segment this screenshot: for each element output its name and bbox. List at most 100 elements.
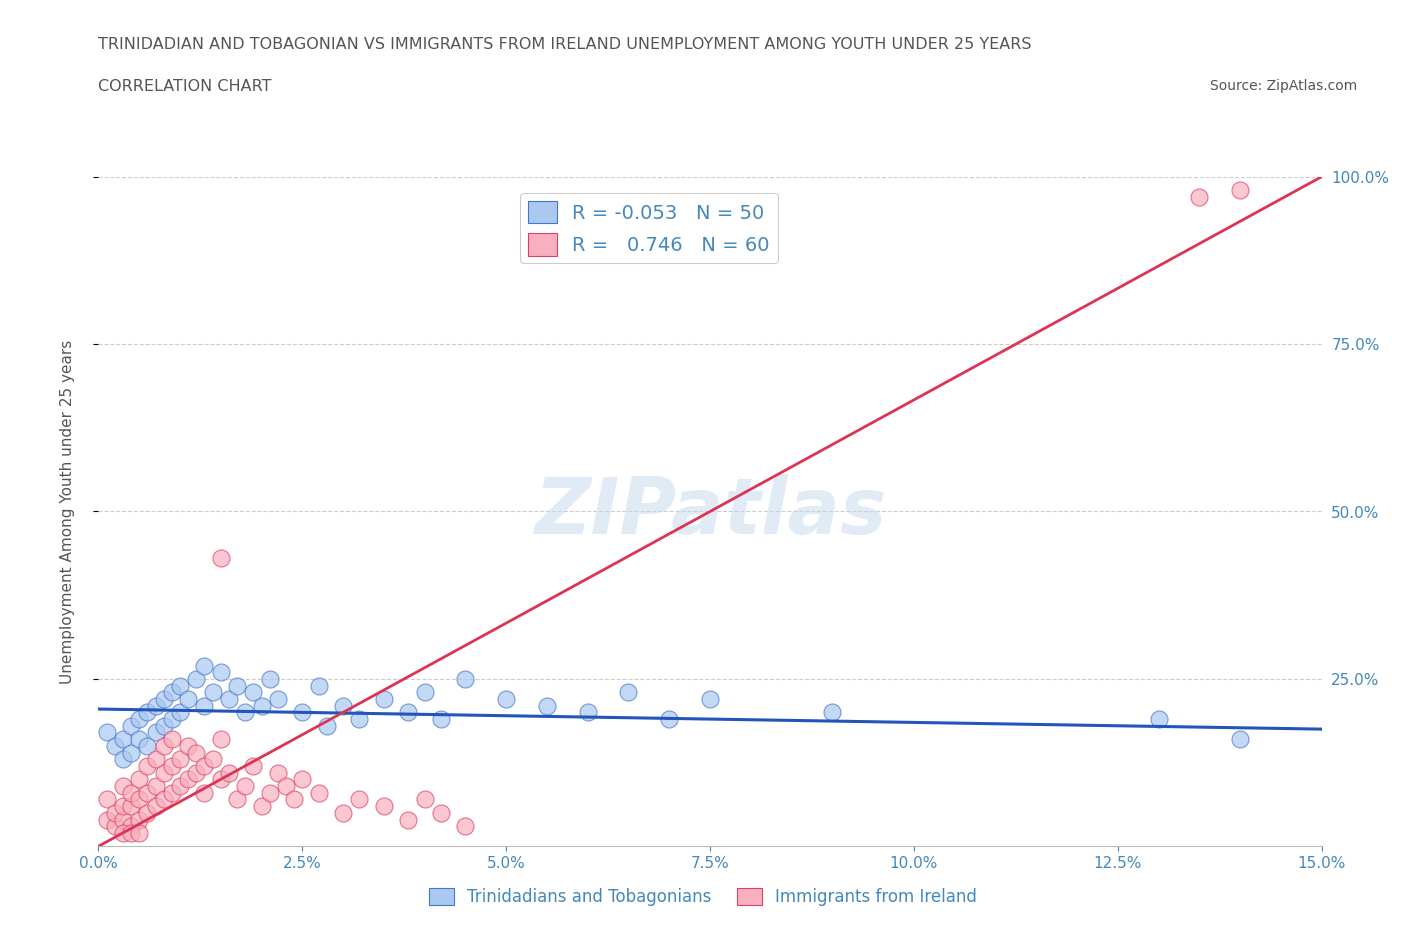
Point	[233, 778, 256, 793]
Point	[128, 826, 150, 841]
Point	[209, 551, 232, 565]
Point	[96, 725, 118, 740]
Point	[136, 805, 159, 820]
Point	[96, 812, 118, 827]
Point	[128, 711, 150, 726]
Point	[250, 799, 273, 814]
Point	[152, 792, 174, 807]
Point	[1229, 182, 1251, 197]
Point	[308, 785, 330, 800]
Point	[120, 826, 142, 841]
Point	[259, 671, 281, 686]
Point	[152, 718, 174, 733]
Text: ZIPatlas: ZIPatlas	[534, 473, 886, 550]
Point	[128, 812, 150, 827]
Point	[373, 692, 395, 707]
Point	[136, 759, 159, 774]
Point	[242, 759, 264, 774]
Point	[169, 705, 191, 720]
Point	[413, 684, 436, 699]
Point	[283, 792, 305, 807]
Point	[186, 671, 208, 686]
Point	[821, 705, 844, 720]
Point	[136, 785, 159, 800]
Point	[576, 705, 599, 720]
Point	[233, 705, 256, 720]
Point	[120, 818, 142, 833]
Point	[291, 705, 314, 720]
Point	[430, 805, 453, 820]
Point	[145, 698, 167, 713]
Point	[120, 745, 142, 760]
Point	[111, 799, 134, 814]
Legend: R = -0.053   N = 50, R =   0.746   N = 60: R = -0.053 N = 50, R = 0.746 N = 60	[520, 193, 778, 263]
Point	[111, 751, 134, 766]
Point	[169, 678, 191, 693]
Point	[536, 698, 558, 713]
Point	[186, 745, 208, 760]
Point	[128, 732, 150, 747]
Point	[193, 785, 215, 800]
Point	[193, 658, 215, 673]
Point	[267, 765, 290, 780]
Point	[120, 785, 142, 800]
Point	[193, 759, 215, 774]
Point	[145, 799, 167, 814]
Point	[152, 765, 174, 780]
Point	[120, 799, 142, 814]
Point	[169, 751, 191, 766]
Point	[128, 772, 150, 787]
Point	[332, 805, 354, 820]
Point	[218, 692, 240, 707]
Point	[373, 799, 395, 814]
Point	[152, 692, 174, 707]
Text: CORRELATION CHART: CORRELATION CHART	[98, 79, 271, 94]
Point	[226, 792, 249, 807]
Point	[349, 792, 371, 807]
Point	[291, 772, 314, 787]
Y-axis label: Unemployment Among Youth under 25 years: Unemployment Among Youth under 25 years	[60, 339, 75, 684]
Point	[104, 738, 127, 753]
Text: TRINIDADIAN AND TOBAGONIAN VS IMMIGRANTS FROM IRELAND UNEMPLOYMENT AMONG YOUTH U: TRINIDADIAN AND TOBAGONIAN VS IMMIGRANTS…	[98, 37, 1032, 52]
Point	[145, 751, 167, 766]
Point	[111, 826, 134, 841]
Point	[145, 725, 167, 740]
Point	[177, 772, 200, 787]
Point	[226, 678, 249, 693]
Point	[209, 772, 232, 787]
Point	[218, 765, 240, 780]
Point	[349, 711, 371, 726]
Point	[495, 692, 517, 707]
Legend: Trinidadians and Tobagonians, Immigrants from Ireland: Trinidadians and Tobagonians, Immigrants…	[422, 881, 984, 912]
Point	[120, 718, 142, 733]
Point	[186, 765, 208, 780]
Point	[160, 711, 183, 726]
Point	[1147, 711, 1170, 726]
Point	[111, 732, 134, 747]
Point	[454, 818, 477, 833]
Point	[1188, 190, 1211, 205]
Point	[315, 718, 337, 733]
Point	[454, 671, 477, 686]
Point	[177, 692, 200, 707]
Point	[96, 792, 118, 807]
Point	[152, 738, 174, 753]
Point	[617, 684, 640, 699]
Point	[177, 738, 200, 753]
Point	[274, 778, 297, 793]
Point	[160, 759, 183, 774]
Point	[104, 818, 127, 833]
Point	[396, 812, 419, 827]
Point	[242, 684, 264, 699]
Point	[169, 778, 191, 793]
Text: Source: ZipAtlas.com: Source: ZipAtlas.com	[1209, 79, 1357, 93]
Point	[332, 698, 354, 713]
Point	[259, 785, 281, 800]
Point	[430, 711, 453, 726]
Point	[160, 732, 183, 747]
Point	[201, 684, 224, 699]
Point	[209, 732, 232, 747]
Point	[136, 705, 159, 720]
Point	[145, 778, 167, 793]
Point	[308, 678, 330, 693]
